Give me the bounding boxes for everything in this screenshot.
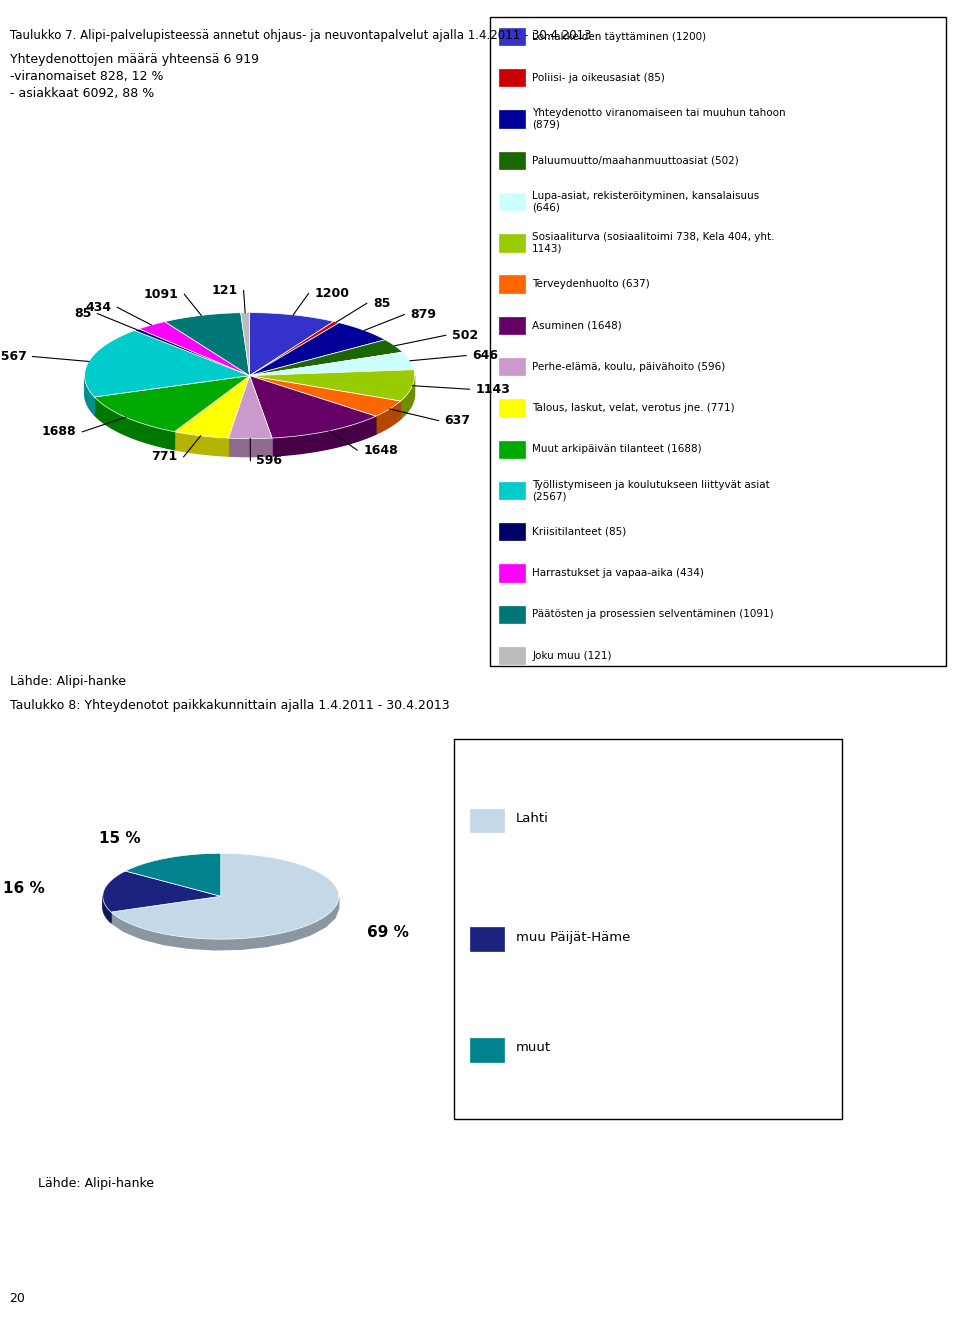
Bar	[499, 275, 525, 293]
Text: Muut arkipäivän tilanteet (1688): Muut arkipäivän tilanteet (1688)	[532, 444, 702, 455]
Bar	[470, 928, 504, 952]
Text: 1688: 1688	[42, 426, 77, 439]
Text: 1200: 1200	[315, 287, 349, 301]
Polygon shape	[139, 322, 250, 376]
Text: 85: 85	[74, 307, 91, 320]
Text: Päätösten ja prosessien selventäminen (1091): Päätösten ja prosessien selventäminen (1…	[532, 609, 774, 619]
Text: Yhteydenotto viranomaiseen tai muuhun tahoon
(879): Yhteydenotto viranomaiseen tai muuhun ta…	[532, 108, 786, 130]
Polygon shape	[84, 378, 94, 415]
Polygon shape	[84, 331, 250, 397]
Text: - asiakkaat 6092, 88 %: - asiakkaat 6092, 88 %	[10, 87, 154, 100]
Polygon shape	[228, 376, 272, 439]
Text: muut: muut	[516, 1041, 551, 1054]
Text: 16 %: 16 %	[4, 880, 45, 896]
Bar	[499, 523, 525, 540]
Text: Lomakkeiden täyttäminen (1200): Lomakkeiden täyttäminen (1200)	[532, 32, 707, 42]
Polygon shape	[250, 312, 334, 376]
Polygon shape	[250, 376, 376, 438]
Text: 637: 637	[444, 414, 470, 427]
Text: muu Päijät-Häme: muu Päijät-Häme	[516, 931, 631, 944]
Polygon shape	[250, 340, 402, 376]
Text: Lähde: Alipi-hanke: Lähde: Alipi-hanke	[38, 1177, 155, 1190]
Bar	[470, 1039, 504, 1062]
Text: Perhe-elämä, koulu, päivähoito (596): Perhe-elämä, koulu, päivähoito (596)	[532, 361, 726, 372]
Polygon shape	[175, 432, 228, 456]
Bar	[499, 358, 525, 376]
Text: Harrastukset ja vapaa-aika (434): Harrastukset ja vapaa-aika (434)	[532, 568, 704, 579]
Text: Sosiaaliturva (sosiaalitoimi 738, Kela 404, yht.
1143): Sosiaaliturva (sosiaalitoimi 738, Kela 4…	[532, 232, 775, 253]
Text: 1091: 1091	[143, 287, 179, 301]
Bar	[499, 152, 525, 169]
Text: 771: 771	[152, 451, 178, 464]
Text: 434: 434	[85, 301, 111, 314]
Polygon shape	[272, 416, 376, 456]
Polygon shape	[400, 377, 415, 419]
Polygon shape	[250, 370, 415, 401]
Bar	[499, 69, 525, 87]
Text: 85: 85	[372, 297, 390, 310]
Text: Terveydenhuolto (637): Terveydenhuolto (637)	[532, 279, 650, 289]
Bar	[499, 606, 525, 623]
Bar	[499, 192, 525, 211]
Polygon shape	[111, 853, 339, 940]
Text: Talous, laskut, velat, verotus jne. (771): Talous, laskut, velat, verotus jne. (771…	[532, 403, 735, 413]
Polygon shape	[126, 853, 221, 896]
Polygon shape	[94, 376, 250, 432]
Text: 1143: 1143	[475, 382, 511, 395]
Text: 596: 596	[256, 455, 282, 467]
Text: 646: 646	[472, 349, 498, 362]
Polygon shape	[241, 312, 250, 376]
Polygon shape	[103, 871, 221, 912]
Bar	[499, 316, 525, 333]
Text: Lahti: Lahti	[516, 812, 549, 825]
Bar	[499, 564, 525, 581]
Polygon shape	[103, 896, 111, 923]
Text: Taulukko 8: Yhteydenotot paikkakunnittain ajalla 1.4.2011 - 30.4.2013: Taulukko 8: Yhteydenotot paikkakunnittai…	[10, 699, 449, 712]
Polygon shape	[111, 898, 339, 950]
Text: Lähde: Alipi-hanke: Lähde: Alipi-hanke	[10, 675, 126, 688]
Bar	[499, 440, 525, 457]
Text: 15 %: 15 %	[99, 832, 140, 846]
Bar	[470, 808, 504, 833]
Bar	[499, 482, 525, 500]
Text: 69 %: 69 %	[368, 925, 409, 940]
Bar	[499, 111, 525, 128]
Text: Paluumuutto/maahanmuuttoasiat (502): Paluumuutto/maahanmuuttoasiat (502)	[532, 156, 739, 165]
Text: 502: 502	[452, 328, 478, 341]
Polygon shape	[165, 312, 250, 376]
Polygon shape	[376, 401, 400, 434]
Bar	[499, 399, 525, 416]
Text: Joku muu (121): Joku muu (121)	[532, 651, 612, 660]
Polygon shape	[250, 376, 400, 416]
Text: Yhteydenottojen määrä yhteensä 6 919: Yhteydenottojen määrä yhteensä 6 919	[10, 53, 258, 66]
Text: Asuminen (1648): Asuminen (1648)	[532, 320, 622, 331]
Text: -viranomaiset 828, 12 %: -viranomaiset 828, 12 %	[10, 70, 163, 83]
Polygon shape	[134, 330, 250, 376]
Text: Poliisi- ja oikeusasiat (85): Poliisi- ja oikeusasiat (85)	[532, 72, 665, 83]
Text: 2567: 2567	[0, 351, 27, 362]
Polygon shape	[250, 322, 339, 376]
Bar	[499, 235, 525, 252]
Text: Kriisitilanteet (85): Kriisitilanteet (85)	[532, 527, 627, 536]
Polygon shape	[250, 323, 385, 376]
Text: 1648: 1648	[363, 444, 398, 456]
Text: Työllistymiseen ja koulutukseen liittyvät asiat
(2567): Työllistymiseen ja koulutukseen liittyvä…	[532, 480, 770, 501]
Text: Taulukko 7. Alipi-palvelupisteessä annetut ohjaus- ja neuvontapalvelut ajalla 1.: Taulukko 7. Alipi-palvelupisteessä annet…	[10, 29, 591, 42]
Text: Lupa-asiat, rekisteröityminen, kansalaisuus
(646): Lupa-asiat, rekisteröityminen, kansalais…	[532, 191, 759, 212]
Text: 20: 20	[10, 1292, 26, 1305]
Polygon shape	[250, 352, 414, 376]
Polygon shape	[175, 376, 250, 438]
Polygon shape	[228, 438, 272, 456]
Polygon shape	[94, 397, 175, 449]
Bar	[499, 647, 525, 664]
Text: 121: 121	[211, 285, 237, 297]
Bar	[499, 28, 525, 45]
Text: 879: 879	[411, 308, 437, 322]
